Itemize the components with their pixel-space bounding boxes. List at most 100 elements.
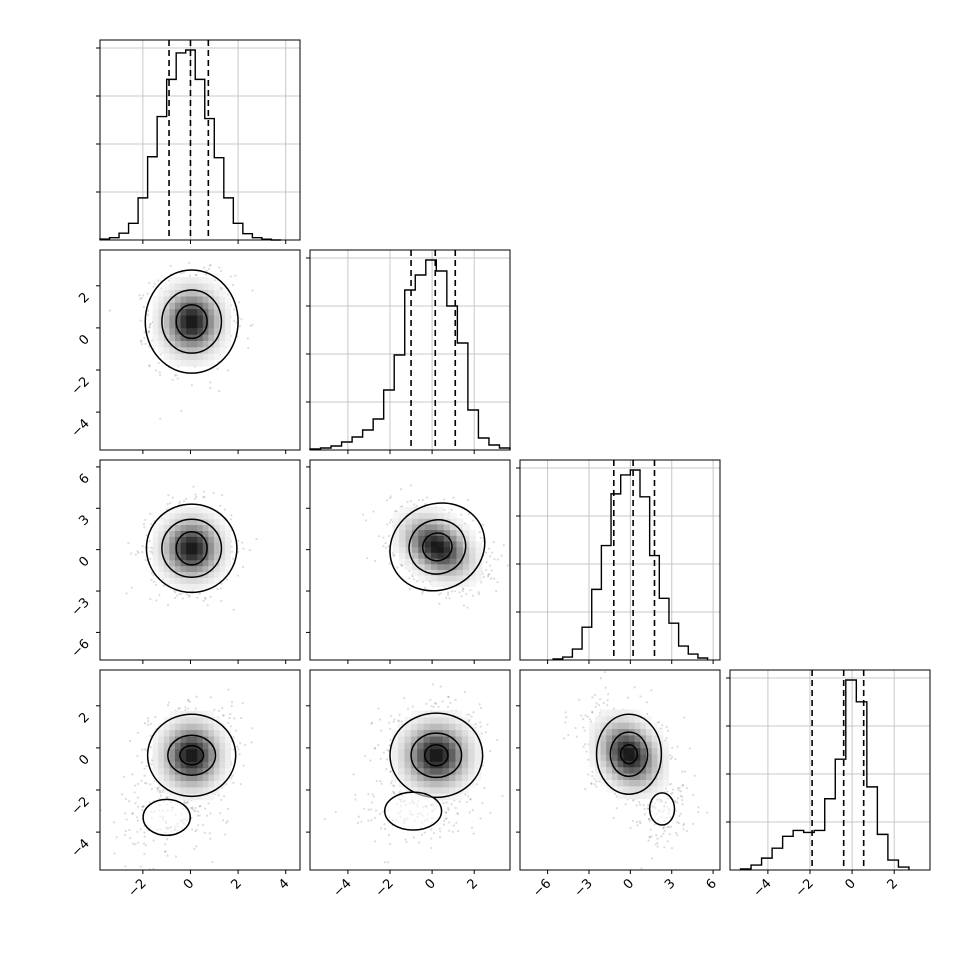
scatter-point: [222, 714, 225, 717]
density-cell: [191, 277, 198, 284]
density-cell: [197, 321, 204, 329]
scatter-point: [385, 546, 388, 549]
density-cell: [197, 577, 204, 584]
scatter-point: [141, 805, 144, 808]
scatter-point: [471, 594, 475, 597]
density-cell: [411, 563, 419, 570]
scatter-point: [143, 774, 146, 777]
scatter-point: [136, 731, 139, 734]
density-cell: [392, 541, 400, 548]
scatter-point: [393, 553, 396, 557]
density-cell: [197, 583, 204, 590]
density-cell: [443, 512, 451, 519]
scatter-panel-2-1: −4−202: [69, 249, 301, 454]
scatter-point: [231, 283, 235, 287]
scatter-point: [152, 839, 155, 842]
scatter-panel-4-2: −4 −2 0 2: [306, 669, 511, 900]
density-cell: [152, 524, 159, 531]
density-cell: [191, 353, 198, 361]
density-cell: [392, 512, 400, 519]
density-cell: [186, 565, 192, 573]
scatter-point: [409, 500, 413, 503]
density-cell: [180, 565, 187, 573]
scatter-point: [234, 274, 237, 277]
density-cell: [208, 571, 215, 578]
density-cell: [169, 530, 176, 537]
scatter-point: [377, 743, 380, 747]
density-cell: [418, 529, 425, 536]
scatter-point: [415, 504, 418, 508]
scatter-point: [132, 842, 135, 845]
density-cell: [169, 334, 176, 341]
density-cell: [169, 748, 176, 756]
density-cell: [208, 577, 215, 584]
density-cell: [437, 581, 445, 588]
scatter-point: [176, 594, 179, 597]
density-cell: [197, 755, 204, 762]
density-cell: [152, 755, 159, 762]
density-cell: [180, 583, 187, 590]
density-cell: [424, 558, 432, 565]
density-cell: [443, 541, 451, 548]
density-cell: [174, 321, 181, 329]
density-cell: [152, 321, 159, 329]
density-cell: [174, 565, 181, 573]
density-cell: [213, 742, 220, 750]
contour-line: [175, 530, 208, 566]
density-cell: [462, 558, 470, 565]
scatter-point: [382, 751, 385, 754]
scatter-point: [384, 541, 387, 545]
scatter-point: [382, 545, 385, 548]
density-cell: [180, 347, 187, 354]
density-cell: [213, 780, 220, 788]
density-cell: [202, 327, 209, 335]
scatter-point: [125, 592, 128, 595]
density-cell: [208, 289, 215, 297]
density-cell: [197, 717, 204, 724]
panel-frame: [309, 249, 511, 451]
density-cell: [418, 512, 425, 519]
density-cell: [158, 774, 165, 782]
scatter-point: [129, 837, 132, 840]
scatter-point: [227, 369, 230, 372]
scatter-point: [241, 702, 244, 705]
density-cell: [202, 560, 209, 567]
density-cell: [208, 524, 215, 531]
density-cell: [202, 761, 209, 769]
scatter-point: [392, 791, 396, 794]
density-cell: [163, 353, 170, 361]
density-cell: [163, 530, 170, 537]
density-cell: [219, 774, 226, 782]
density-cell: [208, 340, 215, 348]
density-cell: [202, 302, 209, 310]
density-cell: [163, 296, 170, 303]
density-cell: [191, 321, 198, 329]
density-cell: [208, 513, 215, 520]
density-cell: [197, 347, 204, 354]
density-cell: [437, 512, 445, 519]
density-cell: [437, 569, 445, 576]
hist-panel-2: [306, 249, 511, 454]
density-cell: [197, 327, 204, 335]
scatter-point: [207, 802, 210, 805]
scatter-point: [493, 558, 496, 561]
density-cell: [450, 558, 457, 565]
density-cell: [186, 748, 192, 756]
scatter-point: [209, 812, 212, 815]
scatter-point: [486, 723, 489, 726]
scatter-point: [183, 802, 186, 805]
scatter-point: [232, 308, 236, 311]
scatter-point: [466, 713, 469, 716]
density-cell: [202, 787, 209, 794]
scatter-point: [108, 309, 112, 312]
density-cell: [197, 729, 204, 737]
scatter-point: [134, 802, 137, 805]
scatter-point: [149, 557, 152, 561]
density-cell: [208, 774, 215, 782]
density-cell: [208, 359, 215, 367]
density-cell: [431, 524, 438, 531]
density-cell: [152, 340, 159, 348]
scatter-point: [121, 793, 124, 796]
density-cell: [225, 334, 231, 341]
scatter-point: [466, 498, 470, 502]
